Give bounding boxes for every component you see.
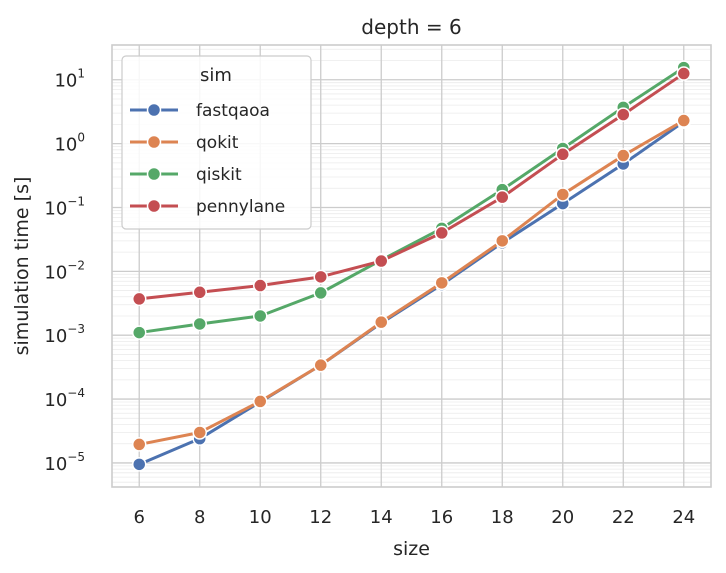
x-tick-label: 8 — [194, 507, 205, 528]
x-tick-label: 22 — [612, 507, 635, 528]
legend-label: qokit — [196, 133, 239, 153]
y-tick-label: 10−1 — [44, 194, 85, 219]
legend-label: qiskit — [196, 165, 242, 185]
data-point-qokit — [373, 314, 389, 330]
data-point-qiskit — [131, 325, 147, 340]
data-point-qokit — [495, 233, 510, 249]
legend-item-qiskit: qiskit — [130, 165, 242, 185]
legend-item-qokit: qokit — [130, 133, 239, 153]
plot-frame — [111, 44, 712, 488]
data-point-qokit — [192, 425, 207, 440]
data-point-pennylane — [192, 285, 207, 300]
legend-marker — [146, 102, 162, 118]
data-point-qokit — [131, 437, 147, 452]
legend: sim fastqaoa qokit qiskit pennylane — [121, 55, 312, 230]
data-point-qiskit — [252, 308, 268, 324]
data-point-qiskit — [313, 285, 328, 301]
data-point-qokit — [555, 187, 571, 202]
chart-title: depth = 6 — [361, 15, 461, 39]
legend-title: sim — [200, 65, 232, 86]
data-point-qokit — [434, 275, 450, 291]
data-point-pennylane — [131, 291, 147, 307]
legend-marker — [146, 198, 162, 214]
series-line-qiskit — [137, 66, 686, 335]
x-tick-label: 10 — [249, 507, 272, 528]
x-tick-label: 20 — [551, 507, 574, 528]
x-tick-label: 18 — [491, 507, 514, 528]
tick-layer: 10−5 10−4 10−3 10−2 10−1 100 101 6 8 10 12 14 16 18 20… — [44, 67, 695, 528]
x-tick-label: 14 — [370, 507, 393, 528]
y-tick-label: 10−3 — [44, 322, 85, 347]
legend-item-fastqaoa: fastqaoa — [130, 101, 270, 121]
y-tick-label: 10−5 — [44, 450, 85, 475]
series-qokit — [131, 113, 692, 452]
legend-label: fastqaoa — [196, 101, 270, 121]
data-point-pennylane — [676, 66, 692, 81]
data-point-qokit — [616, 148, 631, 163]
legend-label: pennylane — [196, 197, 285, 217]
x-axis-label: size — [393, 538, 430, 560]
grid-layer — [112, 45, 711, 487]
series-layer — [131, 60, 692, 472]
data-point-pennylane — [434, 225, 450, 241]
legend-item-pennylane: pennylane — [130, 197, 285, 217]
x-tick-label: 24 — [672, 507, 695, 528]
data-point-qokit — [313, 357, 328, 373]
x-tick-label: 12 — [309, 507, 332, 528]
data-point-pennylane — [373, 253, 389, 269]
legend-marker — [146, 134, 162, 150]
y-tick-label: 10−4 — [44, 386, 85, 411]
y-tick-label: 100 — [54, 131, 85, 156]
y-axis-label: simulation time [s] — [11, 177, 33, 356]
data-point-pennylane — [495, 189, 510, 205]
legend-marker — [146, 166, 162, 182]
data-point-pennylane — [252, 278, 268, 293]
legend-box — [121, 55, 312, 230]
series-line-qokit — [137, 119, 686, 446]
series-pennylane — [131, 66, 692, 307]
y-tick-label: 10−2 — [44, 258, 85, 283]
data-point-pennylane — [555, 147, 571, 162]
data-point-qokit — [252, 394, 268, 409]
data-point-pennylane — [616, 107, 631, 122]
data-point-pennylane — [313, 269, 328, 285]
x-tick-label: 16 — [430, 507, 453, 528]
data-point-qokit — [676, 113, 692, 128]
y-tick-label: 101 — [54, 67, 85, 92]
series-qiskit — [131, 60, 692, 340]
data-point-qiskit — [192, 316, 207, 332]
series-line-pennylane — [137, 72, 686, 301]
data-point-fastqaoa — [131, 457, 147, 472]
x-tick-label: 6 — [134, 507, 145, 528]
